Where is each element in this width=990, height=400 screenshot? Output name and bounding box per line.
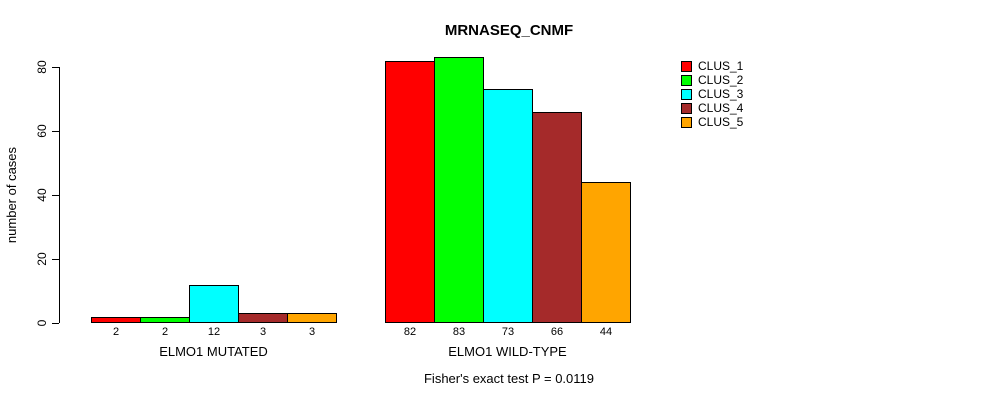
- bar-elmo1-wild-type-clus_1: [385, 61, 435, 323]
- legend-label: CLUS_2: [698, 73, 744, 87]
- legend-swatch-clus_2: [681, 74, 692, 86]
- legend-label: CLUS_3: [698, 87, 744, 101]
- bar-value-label: 66: [550, 326, 564, 338]
- y-axis-tick-label: 20: [35, 252, 49, 266]
- bar-value-label: 73: [501, 326, 515, 338]
- group-label-elmo1-wild-type: ELMO1 WILD-TYPE: [448, 344, 567, 359]
- legend: CLUS_1 CLUS_2 CLUS_3 CLUS_4 CLUS_5: [681, 59, 743, 129]
- legend-item-clus_2: CLUS_2: [681, 73, 743, 87]
- legend-swatch-clus_4: [681, 102, 692, 114]
- bar-value-label: 82: [403, 326, 417, 338]
- bar-elmo1-wild-type-clus_3: [483, 89, 533, 323]
- legend-item-clus_5: CLUS_5: [681, 115, 743, 129]
- legend-item-clus_1: CLUS_1: [681, 59, 743, 73]
- legend-swatch-clus_5: [681, 116, 692, 128]
- bar-elmo1-mutated-clus_4: [238, 313, 288, 323]
- bar-value-label: 3: [308, 326, 316, 338]
- chart-title: MRNASEQ_CNMF: [444, 22, 574, 39]
- legend-item-clus_4: CLUS_4: [681, 101, 743, 115]
- bar-value-label: 3: [259, 326, 267, 338]
- legend-label: CLUS_5: [698, 115, 744, 129]
- y-axis-tick: [52, 67, 59, 68]
- bar-value-label: 44: [599, 326, 613, 338]
- legend-label: CLUS_4: [698, 101, 744, 115]
- y-axis-label: number of cases: [4, 146, 19, 244]
- bar-elmo1-mutated-clus_2: [140, 317, 190, 323]
- y-axis-tick-label: 60: [35, 124, 49, 138]
- legend-item-clus_3: CLUS_3: [681, 87, 743, 101]
- bar-elmo1-mutated-clus_5: [287, 313, 337, 323]
- bar-value-label: 2: [161, 326, 169, 338]
- y-axis-tick: [52, 323, 59, 324]
- legend-swatch-clus_3: [681, 88, 692, 100]
- y-axis-tick: [52, 131, 59, 132]
- y-axis-tick-label: 80: [35, 60, 49, 74]
- caption-fishers-test: Fisher's exact test P = 0.0119: [423, 371, 594, 386]
- bar-value-label: 12: [207, 326, 221, 338]
- bar-elmo1-wild-type-clus_5: [581, 182, 631, 323]
- legend-label: CLUS_1: [698, 59, 744, 73]
- bar-elmo1-wild-type-clus_4: [532, 112, 582, 323]
- bar-elmo1-mutated-clus_3: [189, 285, 239, 323]
- bar-elmo1-wild-type-clus_2: [434, 57, 484, 323]
- legend-swatch-clus_1: [681, 60, 692, 72]
- group-label-elmo1-mutated: ELMO1 MUTATED: [159, 344, 268, 359]
- y-axis-tick-label: 40: [35, 188, 49, 202]
- y-axis-tick: [52, 259, 59, 260]
- y-axis-line: [59, 67, 60, 323]
- bar-value-label: 83: [452, 326, 466, 338]
- y-axis-tick-label: 0: [35, 319, 49, 327]
- y-axis-tick: [52, 195, 59, 196]
- bar-elmo1-mutated-clus_1: [91, 317, 141, 323]
- bar-value-label: 2: [112, 326, 120, 338]
